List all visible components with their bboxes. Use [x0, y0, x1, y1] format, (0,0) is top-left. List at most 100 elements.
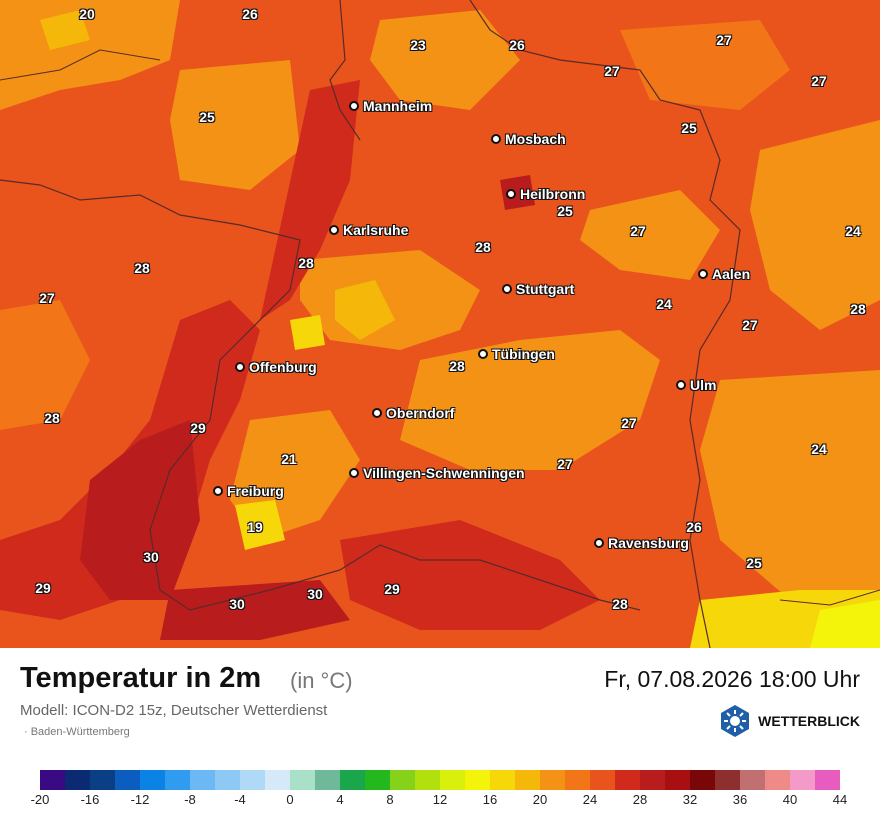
temperature-value: 30: [143, 549, 159, 565]
city-dot-icon: [349, 468, 359, 478]
model-info: Modell: ICON-D2 15z, Deutscher Wetterdie…: [20, 702, 328, 719]
color-swatch: [440, 770, 465, 790]
scale-tick-label: -4: [234, 792, 246, 807]
temperature-value: 27: [811, 73, 827, 89]
city-marker[interactable]: Stuttgart: [502, 281, 574, 297]
city-dot-icon: [235, 362, 245, 372]
scale-tick-label: 28: [632, 792, 648, 807]
temperature-value: 25: [746, 555, 762, 571]
temperature-value: 28: [134, 260, 150, 276]
city-marker[interactable]: Mannheim: [349, 98, 432, 114]
city-marker[interactable]: Aalen: [698, 266, 750, 282]
city-marker[interactable]: Oberndorf: [372, 405, 454, 421]
scale-tick-label: 44: [832, 792, 848, 807]
color-swatch: [215, 770, 240, 790]
temperature-value: 24: [845, 223, 861, 239]
city-marker[interactable]: Ulm: [676, 377, 716, 393]
temperature-value: 29: [384, 581, 400, 597]
temperature-value: 28: [612, 596, 628, 612]
city-name: Villingen-Schwenningen: [363, 465, 525, 481]
color-swatch: [140, 770, 165, 790]
scale-tick-label: 0: [286, 792, 294, 807]
temperature-value: 27: [630, 223, 646, 239]
temperature-value: 25: [557, 203, 573, 219]
temperature-value: 29: [190, 420, 206, 436]
color-swatch: [190, 770, 215, 790]
city-name: Offenburg: [249, 359, 317, 375]
city-name: Oberndorf: [386, 405, 455, 421]
color-swatch: [290, 770, 315, 790]
color-swatch: [490, 770, 515, 790]
city-name: Aalen: [712, 266, 751, 282]
color-swatch: [465, 770, 490, 790]
wetterblick-logo[interactable]: WETTERBLICK: [718, 704, 860, 738]
color-swatch: [340, 770, 365, 790]
city-name: Mannheim: [363, 98, 433, 114]
scale-tick-label: -8: [184, 792, 196, 807]
temperature-value: 25: [681, 120, 697, 136]
temperature-value: 26: [242, 6, 258, 22]
temperature-value: 28: [475, 239, 491, 255]
city-dot-icon: [478, 349, 488, 359]
temperature-value: 29: [35, 580, 51, 596]
scale-tick-label: 12: [432, 792, 448, 807]
sun-hexagon-icon: [721, 705, 750, 737]
city-dot-icon: [372, 408, 382, 418]
color-swatch: [90, 770, 115, 790]
color-swatch: [590, 770, 615, 790]
city-marker[interactable]: Karlsruhe: [329, 222, 408, 238]
city-marker[interactable]: Freiburg: [213, 483, 284, 499]
temperature-value: 30: [229, 596, 245, 612]
city-name: Karlsruhe: [343, 222, 409, 238]
temperature-map[interactable]: Mannheim Mosbach Heilbronn Karlsruhe Stuttga…: [0, 0, 880, 648]
temperature-value: 26: [686, 519, 702, 535]
city-marker[interactable]: Villingen-Schwenningen: [349, 465, 525, 481]
scale-tick-label: -12: [130, 792, 150, 807]
scale-tick-label: 16: [482, 792, 498, 807]
temperature-value: 26: [509, 37, 525, 53]
forecast-datetime: Fr, 07.08.2026 18:00 Uhr: [604, 666, 860, 692]
city-name: Stuttgart: [516, 281, 575, 297]
temperature-value: 27: [716, 32, 732, 48]
color-swatch: [815, 770, 840, 790]
color-swatch: [715, 770, 740, 790]
color-swatch: [115, 770, 140, 790]
color-swatch: [540, 770, 565, 790]
scale-tick-label: 4: [336, 792, 344, 807]
color-swatch: [415, 770, 440, 790]
temperature-value: 27: [39, 290, 55, 306]
color-swatch: [65, 770, 90, 790]
color-swatch: [615, 770, 640, 790]
color-swatch: [690, 770, 715, 790]
city-name: Freiburg: [227, 483, 284, 499]
city-dot-icon: [329, 225, 339, 235]
scale-tick-label: 8: [386, 792, 394, 807]
temperature-value: 27: [557, 456, 573, 472]
scale-tick-label: 40: [782, 792, 798, 807]
city-marker[interactable]: Offenburg: [235, 359, 317, 375]
temperature-value: 23: [410, 37, 426, 53]
map-footer: Temperatur in 2m (in °C) Fr, 07.08.2026 …: [0, 648, 880, 830]
city-marker[interactable]: Ravensburg: [594, 535, 689, 551]
temperature-value: 28: [298, 255, 314, 271]
temperature-value: 28: [850, 301, 866, 317]
temperature-color-scale: [40, 770, 840, 792]
temperature-value: 24: [811, 441, 827, 457]
color-swatch: [665, 770, 690, 790]
city-dot-icon: [491, 134, 501, 144]
temperature-value: 27: [604, 63, 620, 79]
scale-tick-label: 36: [732, 792, 748, 807]
temperature-value: 19: [247, 519, 263, 535]
city-dot-icon: [349, 101, 359, 111]
city-marker[interactable]: Heilbronn: [506, 186, 585, 202]
city-name: Mosbach: [505, 131, 566, 147]
scale-tick-label: -16: [80, 792, 100, 807]
city-name: Ravensburg: [608, 535, 689, 551]
city-dot-icon: [594, 538, 604, 548]
temperature-value: 25: [199, 109, 215, 125]
color-scale-ticks: -20 -16 -12 -8 -4 0 4 8 12 16 20 24 28 32 36 40 44: [0, 792, 880, 812]
color-swatch: [640, 770, 665, 790]
city-marker[interactable]: Tübingen: [478, 346, 555, 362]
city-marker[interactable]: Mosbach: [491, 131, 566, 147]
city-dot-icon: [502, 284, 512, 294]
